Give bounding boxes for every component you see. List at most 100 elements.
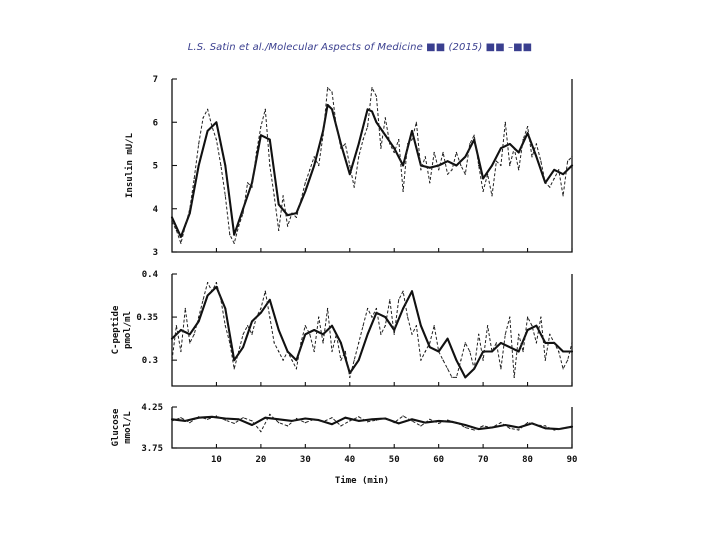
cpeptide-dashed-data-point (184, 307, 186, 310)
insulin-dashed-data-point (335, 126, 337, 128)
cpeptide-dashed-data-point (522, 350, 524, 353)
cpeptide-solid-data-point (411, 290, 413, 293)
insulin-dashed-data-point (367, 126, 369, 128)
insulin-solid-data-point (384, 134, 387, 137)
insulin-dashed-data-point (567, 160, 569, 162)
insulin-dashed-data-point (202, 117, 204, 119)
glucose-dashed-data-point (464, 426, 466, 429)
glucose-dashed-series-line (171, 413, 573, 433)
insulin-solid-data-point (393, 147, 396, 150)
cpeptide-solid-data-point (313, 329, 316, 331)
insulin-solid-data-point (562, 173, 564, 176)
cpeptide-dashed-data-point (398, 299, 400, 301)
insulin-dashed-data-point (242, 212, 244, 214)
glucose-solid-data-point (464, 424, 467, 426)
cpeptide-dashed-data-point (255, 316, 257, 318)
glucose-y-axis-title: Glucose mmol/L (111, 408, 133, 447)
cpeptide-dashed-data-point (420, 359, 422, 361)
glucose-dashed-data-point (411, 420, 413, 422)
glucose-dashed-data-point (429, 418, 431, 420)
glucose-dashed-data-point (544, 425, 546, 427)
cpeptide-dashed-data-point (567, 359, 569, 361)
cpeptide-solid-data-point (295, 359, 298, 362)
insulin-solid-data-point (464, 155, 467, 158)
insulin-solid-data-point (500, 147, 502, 150)
cpeptide-dashed-data-point (264, 290, 266, 292)
x-tick-label: 40 (344, 455, 355, 465)
insulin-dashed-data-point (522, 139, 524, 141)
cpeptide-solid-data-point (420, 324, 422, 327)
insulin-solid-data-point (277, 203, 280, 206)
insulin-solid-data-point (571, 164, 573, 167)
cpeptide-dashed-data-point (175, 325, 177, 327)
insulin-dashed-data-point (198, 143, 200, 145)
cpeptide-dashed-data-point (202, 299, 204, 301)
insulin-dashed-data-point (238, 225, 240, 227)
cpeptide-dashed-data-point (304, 325, 306, 327)
cpeptide-dashed-data-point (415, 325, 417, 327)
cpeptide-dashed-data-point (300, 342, 302, 344)
glucose-dashed-data-point (553, 429, 555, 431)
insulin-solid-data-point (242, 207, 245, 210)
insulin-dashed-data-point (549, 186, 551, 188)
cpeptide-dashed-data-point (189, 342, 191, 344)
cpeptide-dashed-data-point (247, 325, 249, 327)
glucose-dashed-data-point (367, 421, 369, 423)
glucose-dashed-data-point (207, 418, 209, 420)
cpeptide-dashed-data-point (260, 307, 262, 310)
insulin-dashed-data-point (291, 212, 293, 214)
cpeptide-dashed-data-point (487, 325, 489, 327)
insulin-dashed-data-point (207, 108, 209, 110)
insulin-dashed-data-point (415, 121, 417, 123)
glucose-dashed-data-point (242, 417, 244, 419)
insulin-solid-data-point (260, 134, 262, 137)
insulin-dashed-data-point (353, 186, 355, 188)
insulin-solid-data-point (517, 151, 520, 154)
x-tick-label: 10 (211, 455, 222, 465)
cpeptide-dashed-data-point (229, 342, 231, 344)
glucose-solid-data-point (171, 418, 173, 421)
insulin-y-tick-label: 7 (153, 75, 158, 85)
cpeptide-solid-data-point (366, 333, 369, 336)
glucose-dashed-data-point (535, 424, 538, 426)
insulin-solid-data-point (348, 173, 351, 176)
glucose-dashed-data-point (278, 422, 280, 424)
cpeptide-dashed-data-point (233, 368, 235, 370)
cpeptide-dashed-data-point (558, 350, 560, 353)
insulin-dashed-data-point (362, 139, 364, 141)
glucose-dashed-data-point (402, 415, 404, 417)
glucose-dashed-data-point (269, 413, 271, 415)
cpeptide-dashed-data-point (273, 342, 275, 344)
glucose-dashed-data-point (313, 418, 315, 420)
glucose-axis-frame (171, 407, 573, 449)
glucose-dashed-data-point (340, 425, 342, 427)
insulin-solid-data-point (455, 164, 458, 167)
insulin-dashed-data-point (327, 87, 329, 89)
cpeptide-dashed-series-line (171, 282, 573, 378)
cpeptide-dashed-data-point (224, 325, 226, 327)
cpeptide-dashed-data-point (504, 333, 506, 335)
glucose-solid-data-point (251, 424, 253, 426)
cpeptide-solid-data-point (517, 350, 520, 353)
glucose-y-tick-label: 4.25 (141, 403, 163, 413)
cpeptide-solid-data-point (562, 350, 564, 353)
insulin-dashed-data-point (358, 156, 360, 158)
glucose-dashed-data-point (447, 419, 449, 421)
glucose-dashed-data-point (189, 422, 191, 424)
cpeptide-solid-data-point (482, 350, 484, 353)
cpeptide-solid-data-point (571, 350, 573, 353)
cpeptide-solid-data-point (171, 337, 173, 340)
cpeptide-dashed-data-point (549, 333, 551, 335)
cpeptide-dashed-data-point (407, 316, 409, 318)
insulin-solid-data-point (553, 168, 556, 171)
cpeptide-dashed-data-point (318, 316, 320, 318)
cpeptide-solid-data-point (446, 337, 449, 340)
glucose-dashed-data-point (198, 416, 200, 418)
insulin-dashed-data-point (433, 151, 435, 154)
glucose-solid-data-point (344, 416, 347, 419)
glucose-dashed-data-point (295, 417, 297, 420)
insulin-dashed-data-point (229, 234, 231, 236)
insulin-solid-series-line (170, 103, 574, 238)
insulin-dashed-data-point (269, 164, 271, 167)
glucose-y-tick-label: 3.75 (141, 444, 163, 454)
